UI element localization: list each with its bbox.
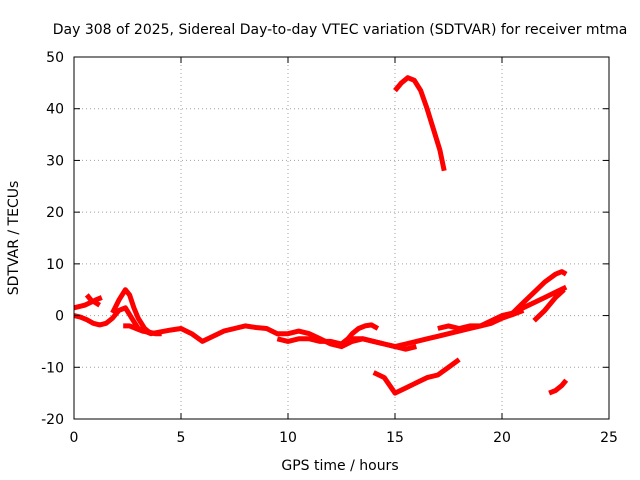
- x-tick-label: 15: [386, 430, 404, 446]
- series-arc-m: [548, 378, 569, 396]
- series-arc-k: [510, 269, 568, 315]
- series-arc-b: [73, 295, 103, 311]
- x-axis-label: GPS time / hours: [281, 458, 398, 474]
- y-tick-label: -10: [41, 360, 64, 376]
- y-tick-labels: -20 -10 0 10 20 30 40 50: [41, 50, 64, 428]
- y-tick-label: 50: [46, 50, 64, 66]
- y-axis-label: SDTVAR / TECUs: [6, 181, 22, 296]
- series-arc-l: [532, 287, 566, 323]
- series-arc-j: [437, 284, 568, 331]
- x-tick-label: 5: [177, 430, 186, 446]
- y-tick-label: -20: [41, 412, 64, 428]
- x-tick-labels: 0 5 10 15 20 25: [70, 430, 618, 446]
- series-arc-g: [339, 322, 380, 346]
- series-arc-h: [372, 357, 461, 396]
- chart-title: Day 308 of 2025, Sidereal Day-to-day VTE…: [53, 22, 628, 38]
- x-tick-label: 10: [279, 430, 297, 446]
- data-series: [73, 75, 569, 396]
- axis-ticks: [73, 56, 610, 420]
- series-arc-c: [84, 293, 101, 308]
- grid-lines: [74, 57, 609, 419]
- x-tick-label: 25: [600, 430, 618, 446]
- x-tick-label: 20: [493, 430, 511, 446]
- y-tick-label: 40: [46, 102, 64, 118]
- y-tick-label: 0: [55, 309, 64, 325]
- series-arc-i: [393, 75, 447, 172]
- series-arc-a: [73, 305, 525, 350]
- plot-frame: [73, 56, 610, 420]
- y-tick-label: 20: [46, 205, 64, 221]
- y-tick-label: 30: [46, 153, 64, 169]
- y-tick-label: 10: [46, 257, 64, 273]
- series-arc-e: [123, 323, 162, 337]
- series-arc-d: [110, 287, 153, 336]
- x-tick-label: 0: [70, 430, 79, 446]
